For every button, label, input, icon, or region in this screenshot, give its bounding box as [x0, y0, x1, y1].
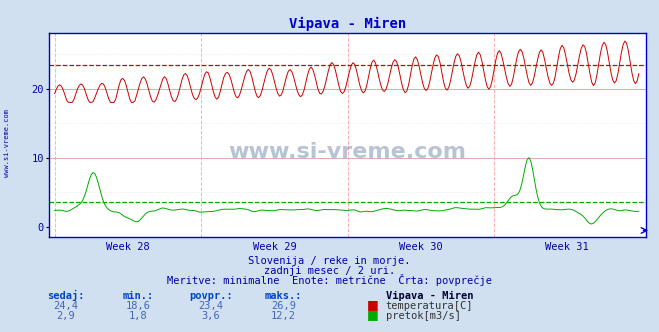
Text: sedaj:: sedaj: — [47, 290, 84, 301]
Text: 24,4: 24,4 — [53, 301, 78, 311]
Text: povpr.:: povpr.: — [189, 291, 233, 301]
Text: 2,9: 2,9 — [57, 311, 75, 321]
Title: Vipava - Miren: Vipava - Miren — [289, 17, 406, 31]
Text: ■: ■ — [366, 308, 378, 321]
Text: 3,6: 3,6 — [202, 311, 220, 321]
Text: min.:: min.: — [123, 291, 154, 301]
Text: zadnji mesec / 2 uri.: zadnji mesec / 2 uri. — [264, 266, 395, 276]
Text: 18,6: 18,6 — [126, 301, 151, 311]
Text: temperatura[C]: temperatura[C] — [386, 301, 473, 311]
Text: Vipava - Miren: Vipava - Miren — [386, 291, 473, 301]
Text: 23,4: 23,4 — [198, 301, 223, 311]
Text: 12,2: 12,2 — [271, 311, 296, 321]
Text: 1,8: 1,8 — [129, 311, 148, 321]
Text: Slovenija / reke in morje.: Slovenija / reke in morje. — [248, 256, 411, 266]
Text: www.si-vreme.com: www.si-vreme.com — [229, 142, 467, 162]
Text: Meritve: minimalne  Enote: metrične  Črta: povprečje: Meritve: minimalne Enote: metrične Črta:… — [167, 274, 492, 286]
Text: www.si-vreme.com: www.si-vreme.com — [3, 109, 10, 177]
Text: ■: ■ — [366, 298, 378, 311]
Text: 26,9: 26,9 — [271, 301, 296, 311]
Text: pretok[m3/s]: pretok[m3/s] — [386, 311, 461, 321]
Text: maks.:: maks.: — [265, 291, 302, 301]
